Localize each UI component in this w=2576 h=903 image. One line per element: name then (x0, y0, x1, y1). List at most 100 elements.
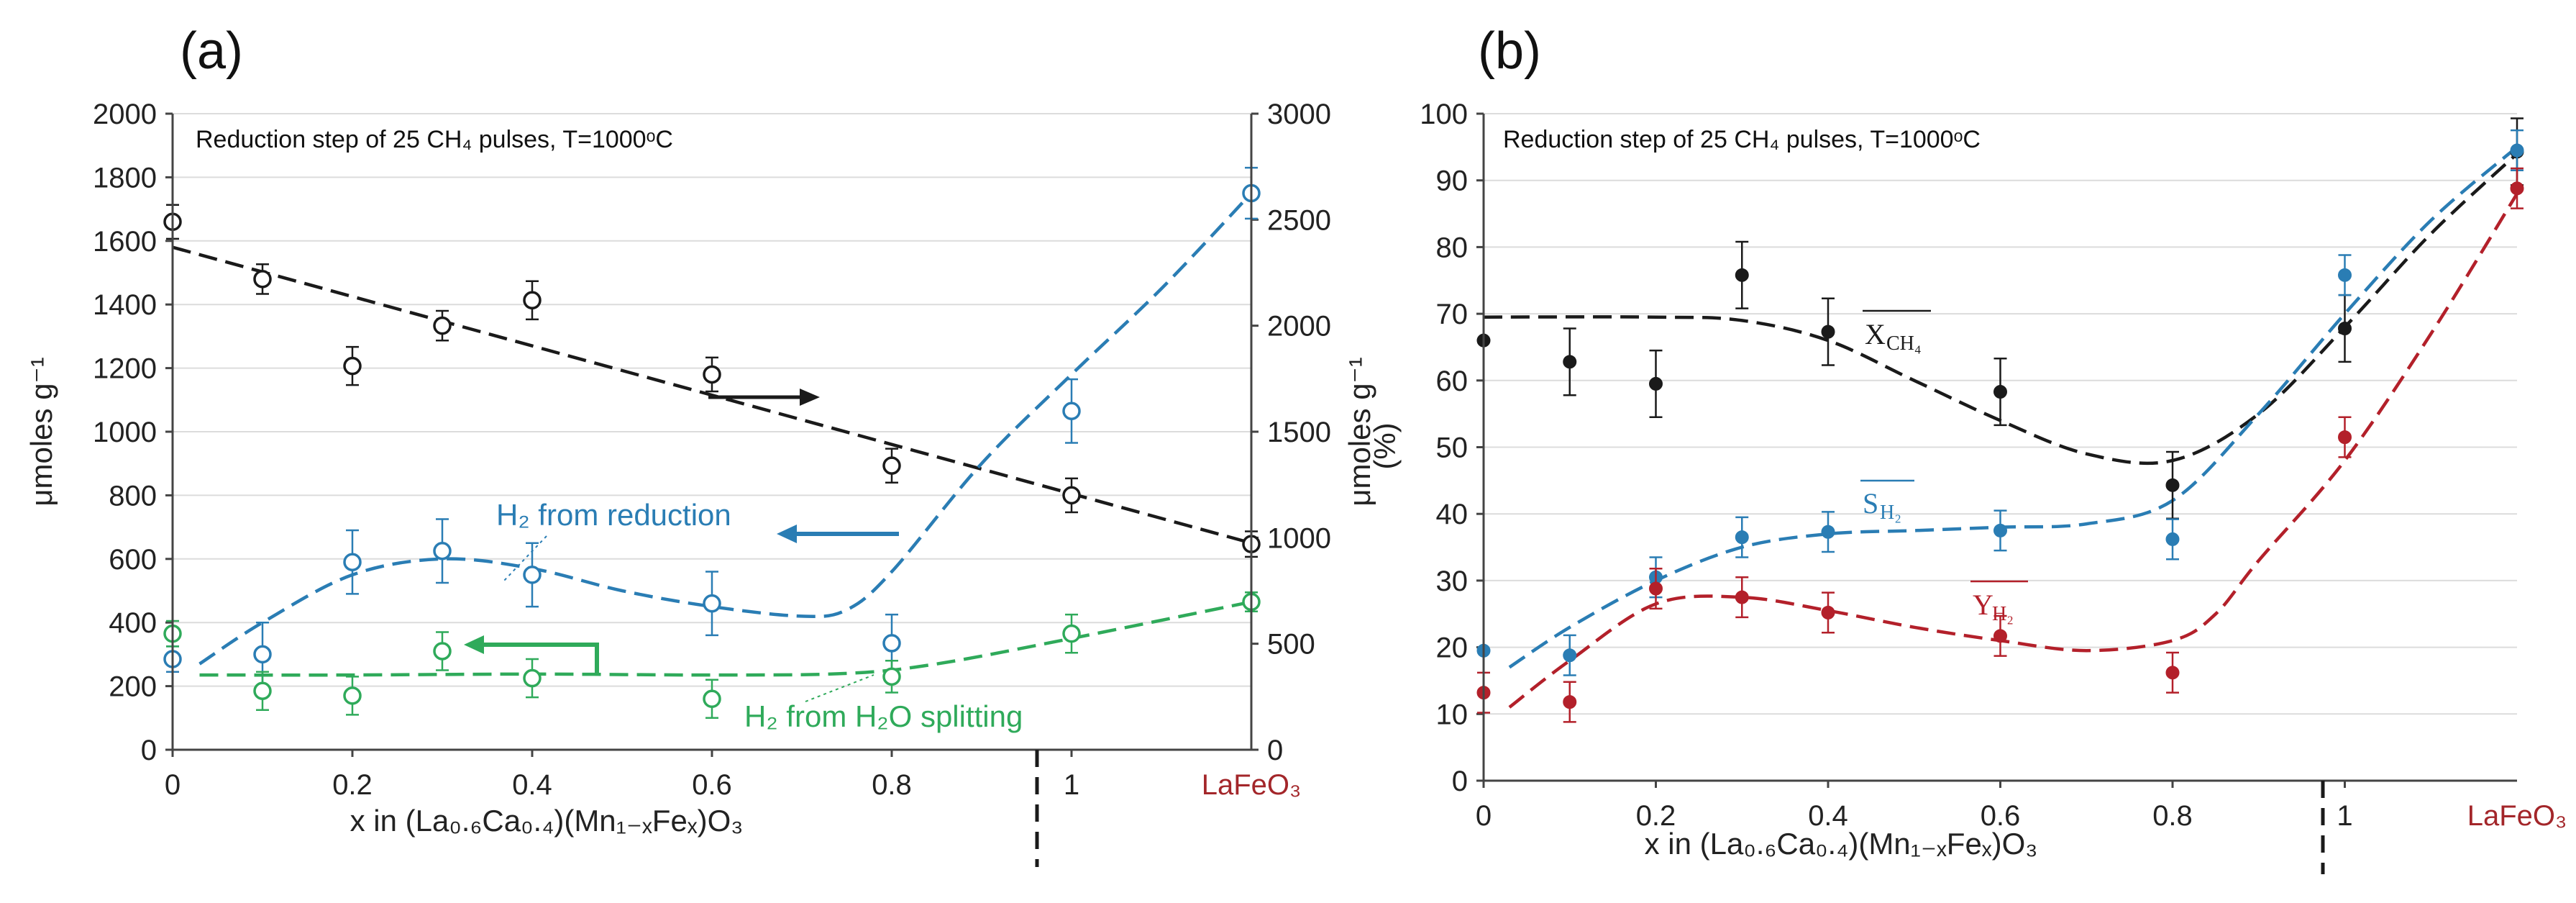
panel-a-data-points (163, 166, 1261, 720)
data-point-blue (1062, 401, 1081, 421)
data-point-black (523, 291, 542, 310)
y-tick-label: 30 (1436, 566, 1469, 597)
y-tick-label: 1800 (93, 162, 157, 194)
data-point-green (882, 667, 901, 686)
fit-curve-green (199, 600, 1252, 677)
data-point-blue (253, 645, 272, 664)
y-tick-label: 60 (1436, 366, 1469, 397)
data-point-green (523, 668, 542, 688)
panel-a-x-label: x in (La₀.₆Ca₀.₄)(Mn₁₋ₓFeₓ)O₃ (350, 804, 744, 838)
x-tick-label: 0.6 (1981, 800, 2021, 832)
data-point-red (2165, 666, 2180, 680)
data-point-black (1735, 268, 1749, 282)
y-tick-label: 10 (1436, 699, 1469, 730)
panel-b-label: (b) (1478, 22, 1541, 80)
data-point-green (703, 689, 721, 709)
panel-b: (b) 0 10 20 30 40 50 60 70 80 90 100 0 0.2 0.4 0.6 0.8 1… (1368, 22, 2567, 874)
y2-tick-label: 2000 (1267, 311, 1331, 342)
data-point-red (2510, 181, 2524, 196)
x-tick-lafeo3: LaFeO₃ (2467, 800, 2567, 832)
fit-curve-blue (198, 191, 1253, 666)
y-tick-label: 200 (109, 671, 157, 703)
y2-tick-label: 0 (1267, 735, 1283, 766)
y-tick-label: 800 (109, 480, 157, 512)
data-point-black (2338, 321, 2352, 335)
panel-b-ticks: 0 10 20 30 40 50 60 70 80 90 100 0 0.2 0.4 0.6 0.8 1 LaFe… (1420, 99, 2567, 832)
data-point-blue (2338, 268, 2352, 282)
data-point-black (253, 270, 272, 289)
x-tick-label: 0 (165, 769, 181, 801)
y-tick-label: 1000 (93, 417, 157, 448)
data-point-black (1649, 376, 1663, 391)
panel-a: (a) 0 200 400 600 800 1000 1200 1400 1600 1800 200… (24, 22, 1376, 867)
x-tick-label: 0.2 (1636, 800, 1676, 832)
data-point-green (433, 642, 452, 661)
label-s-h2-sub: H₂ (1880, 502, 1901, 524)
x-tick-label: 0.2 (332, 769, 373, 801)
data-point-blue (2510, 143, 2524, 158)
data-point-red (2338, 430, 2352, 445)
black-arrow-right-axis (708, 389, 820, 406)
leader-h2-reduction (503, 535, 547, 582)
data-point-black (343, 356, 362, 376)
panel-b-x-label: x in (La₀.₆Ca₀.₄)(Mn₁₋ₓFeₓ)O₃ (1645, 827, 2038, 861)
annotation-h2-splitting: H₂ from H₂O splitting (744, 699, 1023, 733)
y-tick-label: 1400 (93, 289, 157, 321)
x-tick-label: 0.4 (512, 769, 552, 801)
label-x-ch4-sub: CH₄ (1886, 332, 1922, 355)
x-tick-label: 1 (1064, 769, 1079, 801)
data-point-blue (1821, 525, 1835, 539)
data-point-black (1062, 486, 1081, 505)
y2-tick-label: 1500 (1267, 417, 1331, 448)
fit-curve-red (1508, 193, 2518, 709)
data-point-black (433, 316, 452, 335)
data-point-blue (703, 594, 721, 613)
data-point-blue (1735, 530, 1749, 545)
data-point-green (343, 686, 362, 705)
data-point-green (1062, 624, 1081, 643)
label-s-h2: S H₂ (1860, 479, 1914, 524)
x-tick-label: 0.4 (1808, 800, 1848, 832)
data-point-black (1821, 325, 1835, 339)
y2-tick-label: 500 (1267, 629, 1315, 661)
y2-tick-label: 2500 (1267, 204, 1331, 236)
label-y-h2: Y H₂ (1970, 580, 2028, 625)
panel-a-ticks: 0 200 400 600 800 1000 1200 1400 1600 1800 2000 0 50… (93, 99, 1331, 801)
data-point-blue (2165, 532, 2180, 546)
y-tick-label: 0 (1452, 766, 1468, 797)
data-point-green (253, 681, 272, 700)
x-tick-lafeo3: LaFeO₃ (1202, 769, 1302, 801)
data-point-black (1993, 385, 2007, 399)
label-y-h2-main: Y (1973, 589, 1993, 621)
data-point-red (1993, 629, 2007, 643)
y-tick-label: 1600 (93, 226, 157, 258)
panel-a-y-label: μmoles g⁻¹ (24, 357, 58, 506)
data-point-blue (1563, 648, 1577, 663)
label-x-ch4-main: X (1865, 318, 1886, 350)
y-tick-label: 40 (1436, 499, 1469, 530)
panel-b-title: Reduction step of 25 CH₄ pulses, T=1000ᵒ… (1503, 126, 1981, 153)
y-tick-label: 0 (141, 735, 157, 766)
annotation-h2-reduction: H₂ from reduction (496, 498, 731, 532)
y-tick-label: 90 (1436, 165, 1469, 197)
y-tick-label: 50 (1436, 432, 1469, 464)
data-point-blue (433, 542, 452, 561)
x-tick-label: 0.8 (2152, 800, 2193, 832)
y-tick-label: 600 (109, 544, 157, 576)
data-point-blue (1993, 523, 2007, 537)
blue-arrow-left-axis (777, 525, 899, 543)
y-tick-label: 80 (1436, 232, 1469, 263)
data-point-red (1821, 605, 1835, 620)
fit-curve-black (1483, 152, 2518, 466)
data-point-red (1649, 581, 1663, 596)
data-point-blue (523, 566, 542, 584)
data-point-red (1563, 695, 1577, 709)
data-point-black (1563, 355, 1577, 369)
data-point-black (882, 456, 901, 475)
y-tick-label: 1200 (93, 353, 157, 385)
leader-h2-splitting (805, 674, 874, 702)
data-point-red (1735, 590, 1749, 604)
y-tick-label: 2000 (93, 99, 157, 130)
data-point-black (703, 365, 721, 384)
label-x-ch4: X CH₄ (1863, 309, 1931, 355)
